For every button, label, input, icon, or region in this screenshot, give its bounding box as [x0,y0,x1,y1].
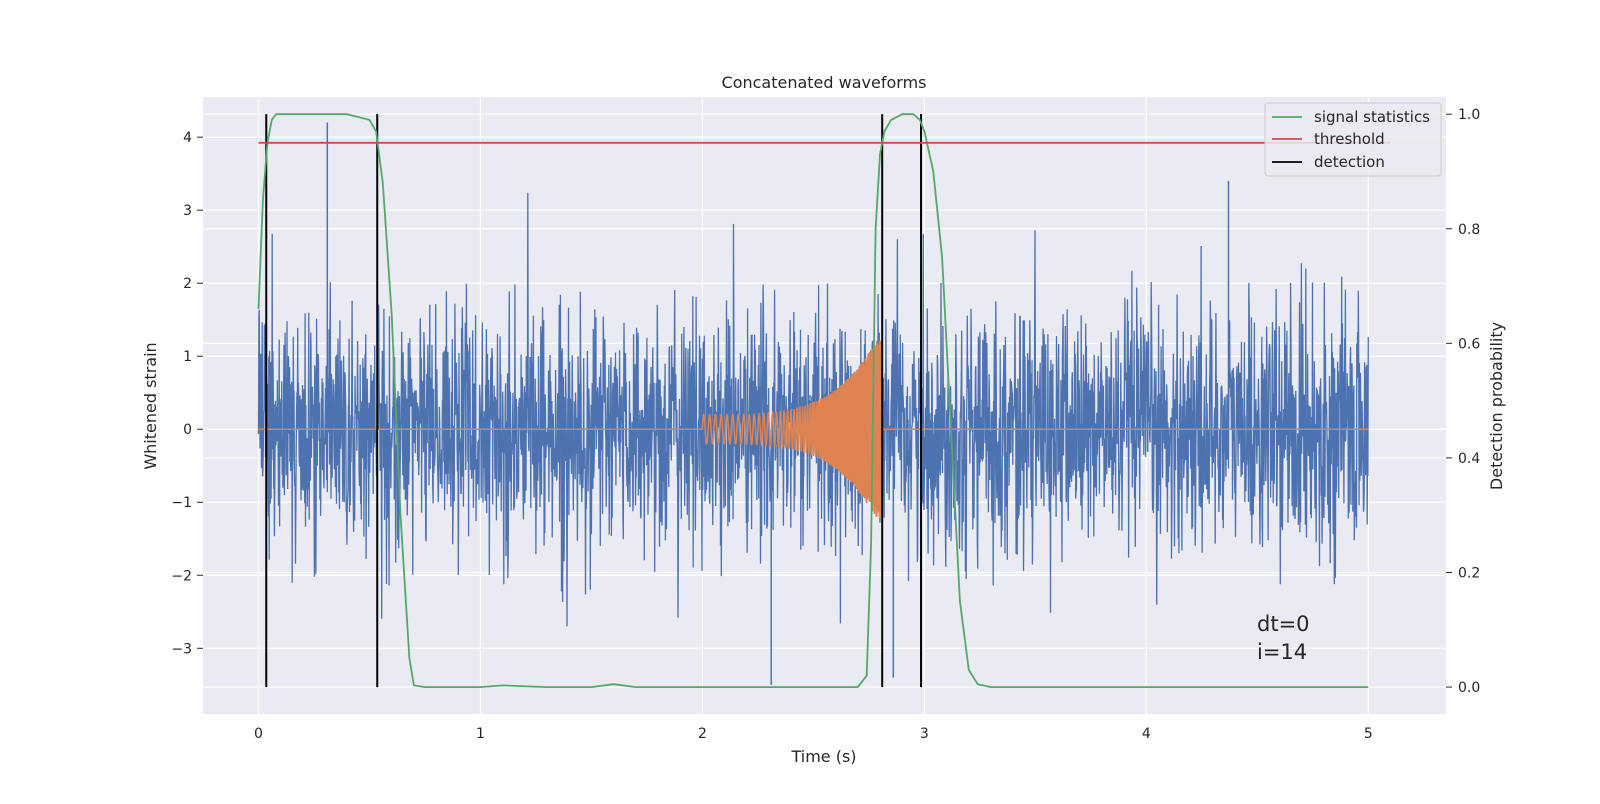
legend-label-signal-statistics: signal statistics [1314,108,1430,126]
legend-label-detection: detection [1314,153,1385,171]
annotation-dt: dt=0 [1257,612,1310,636]
y-tick-label: 0 [183,422,192,438]
x-tick-label: 5 [1364,726,1373,742]
right-axis-ticks: 0.0 0.2 0.4 0.6 0.8 1.0 [1446,107,1480,696]
right-tick-label: 0.0 [1458,680,1480,696]
right-tick-label: 0.8 [1458,222,1480,238]
legend-label-threshold: threshold [1314,130,1385,148]
y-axis-label: Whitened strain [141,342,160,469]
y-tick-label: −2 [171,568,192,584]
legend-box [1264,102,1442,177]
chirp-series [258,339,1369,519]
noise-series [257,122,1369,685]
x-tick-label: 1 [476,726,485,742]
chart-title: Concatenated waveforms [722,73,927,92]
right-tick-label: 0.2 [1458,565,1480,581]
right-tick-label: 1.0 [1458,107,1480,123]
x-tick-label: 2 [698,726,707,742]
right-axis-label: Detection probability [1487,322,1506,490]
y-tick-label: −3 [171,641,192,657]
chirp-trace [258,339,1369,519]
x-tick-label: 3 [920,726,929,742]
detection-lines [265,114,923,688]
y-tick-label: 2 [183,276,192,292]
y-tick-label: 3 [183,203,192,219]
signal-statistics-line [257,113,1369,688]
y-tick-label: 1 [183,349,192,365]
probability-lines [257,113,1391,688]
y-tick-label: 4 [183,130,192,146]
annotation-i: i=14 [1257,640,1307,664]
right-tick-label: 0.4 [1458,451,1480,467]
y-axis-ticks: −3 −2 −1 0 1 2 3 4 [171,130,203,657]
y-tick-label: −1 [171,495,192,511]
x-tick-label: 0 [254,726,263,742]
legend: signal statistics threshold detection [1264,102,1442,177]
right-tick-label: 0.6 [1458,336,1480,352]
x-axis-label: Time (s) [790,747,856,766]
annotation-block: dt=0 i=14 [1257,612,1310,664]
x-tick-label: 4 [1142,726,1151,742]
x-axis-ticks: 0 1 2 3 4 5 [254,726,1373,742]
noise-trace [257,192,1369,627]
